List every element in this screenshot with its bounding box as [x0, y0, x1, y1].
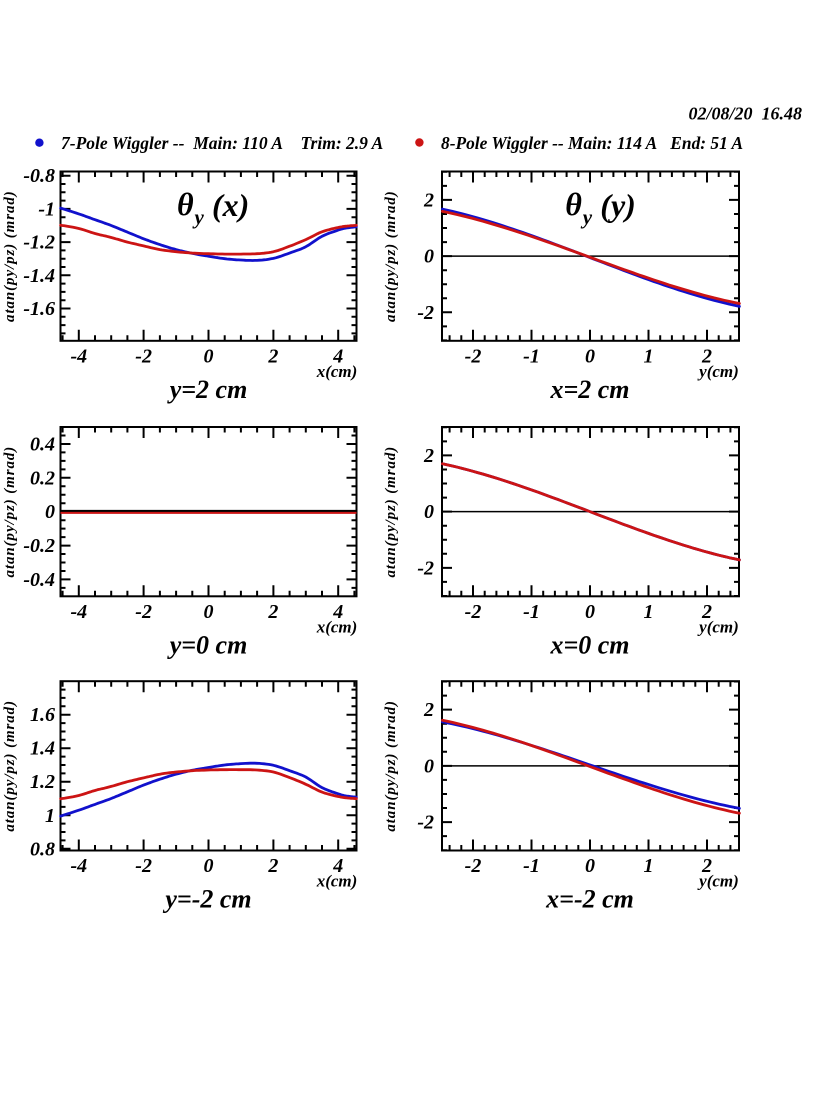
svg-text:0: 0 [424, 246, 434, 268]
svg-text:2: 2 [267, 601, 278, 623]
svg-text:y(cm): y(cm) [697, 617, 739, 636]
svg-text:x(cm): x(cm) [316, 362, 358, 381]
svg-text:1: 1 [644, 601, 654, 623]
svg-text:-2: -2 [417, 302, 434, 324]
svg-text:0: 0 [424, 501, 434, 523]
svg-text:-2: -2 [465, 345, 482, 367]
svg-text:θ: θ [177, 186, 194, 222]
svg-text:y=0 cm: y=0 cm [167, 630, 248, 659]
svg-text:0: 0 [585, 601, 595, 623]
svg-text:x=0 cm: x=0 cm [549, 630, 629, 659]
svg-text:-1: -1 [523, 345, 540, 367]
svg-text:y(cm): y(cm) [697, 362, 739, 381]
svg-text:1: 1 [644, 855, 654, 877]
svg-text:1: 1 [644, 345, 654, 367]
svg-text:2: 2 [701, 855, 712, 877]
svg-text:2: 2 [423, 189, 434, 211]
svg-text:x(cm): x(cm) [316, 617, 358, 636]
svg-text:y: y [580, 205, 593, 229]
svg-text:1.2: 1.2 [30, 771, 55, 793]
svg-text:4: 4 [332, 345, 343, 367]
svg-text:atan(py/pz) (mrad): atan(py/pz) (mrad) [2, 446, 18, 578]
svg-text:2: 2 [701, 601, 712, 623]
svg-text:0: 0 [424, 755, 434, 777]
svg-text:0: 0 [585, 855, 595, 877]
svg-text:-0.8: -0.8 [23, 165, 55, 187]
svg-text:-1.2: -1.2 [23, 232, 55, 254]
svg-text:8-Pole Wiggler -- Main: 114 A: 8-Pole Wiggler -- Main: 114 A End: 51 A [441, 133, 743, 153]
svg-text:θ: θ [565, 186, 582, 222]
svg-text:0: 0 [204, 855, 214, 877]
svg-text:0: 0 [585, 345, 595, 367]
svg-text:-2: -2 [417, 557, 434, 579]
svg-text:1: 1 [45, 805, 55, 827]
svg-text:-2: -2 [417, 812, 434, 834]
svg-text:2: 2 [423, 699, 434, 721]
svg-text:-4: -4 [70, 601, 87, 623]
svg-text:1.6: 1.6 [30, 704, 55, 726]
svg-text:-1: -1 [523, 601, 540, 623]
svg-text:atan(py/pz) (mrad): atan(py/pz) (mrad) [2, 190, 18, 322]
svg-text:y(cm): y(cm) [697, 872, 739, 891]
svg-text:0: 0 [204, 345, 214, 367]
svg-text:(x): (x) [212, 187, 249, 223]
svg-text:0.4: 0.4 [30, 433, 55, 455]
svg-text:-2: -2 [135, 601, 152, 623]
svg-text:-0.4: -0.4 [23, 569, 55, 591]
svg-text:atan(py/pz) (mrad): atan(py/pz) (mrad) [383, 190, 399, 322]
svg-text:-0.2: -0.2 [23, 535, 55, 557]
svg-text:atan(py/pz) (mrad): atan(py/pz) (mrad) [2, 700, 18, 832]
svg-text:4: 4 [332, 601, 343, 623]
svg-text:-1: -1 [38, 198, 55, 220]
svg-text:atan(py/pz) (mrad): atan(py/pz) (mrad) [383, 700, 399, 832]
svg-text:-1.4: -1.4 [23, 265, 55, 287]
svg-text:atan(py/pz) (mrad): atan(py/pz) (mrad) [383, 446, 399, 578]
svg-text:1.4: 1.4 [30, 738, 55, 760]
svg-text:-1: -1 [523, 855, 540, 877]
svg-text:-2: -2 [135, 855, 152, 877]
svg-text:2: 2 [701, 345, 712, 367]
svg-text:(y): (y) [600, 187, 636, 223]
svg-text:-1.6: -1.6 [23, 298, 55, 320]
svg-text:y=2 cm: y=2 cm [167, 375, 248, 404]
svg-text:02/08/20 16.48: 02/08/20 16.48 [688, 104, 802, 124]
svg-text:0: 0 [204, 601, 214, 623]
svg-text:2: 2 [267, 855, 278, 877]
svg-text:y=-2 cm: y=-2 cm [162, 885, 251, 914]
svg-text:-2: -2 [465, 855, 482, 877]
svg-text:-4: -4 [70, 855, 87, 877]
svg-text:0: 0 [45, 501, 55, 523]
svg-text:x=-2 cm: x=-2 cm [545, 885, 634, 914]
svg-text:-2: -2 [135, 345, 152, 367]
svg-text:7-Pole Wiggler -- Main: 110 A: 7-Pole Wiggler -- Main: 110 A Trim: 2.9 … [61, 133, 383, 153]
svg-text:x=2 cm: x=2 cm [549, 375, 629, 404]
svg-text:-2: -2 [465, 601, 482, 623]
svg-text:4: 4 [332, 855, 343, 877]
svg-text:y: y [192, 205, 205, 229]
svg-text:x(cm): x(cm) [316, 872, 358, 891]
svg-text:0.8: 0.8 [30, 838, 55, 860]
svg-text:2: 2 [267, 345, 278, 367]
svg-text:-4: -4 [70, 345, 87, 367]
svg-text:2: 2 [423, 445, 434, 467]
svg-text:0.2: 0.2 [30, 467, 55, 489]
